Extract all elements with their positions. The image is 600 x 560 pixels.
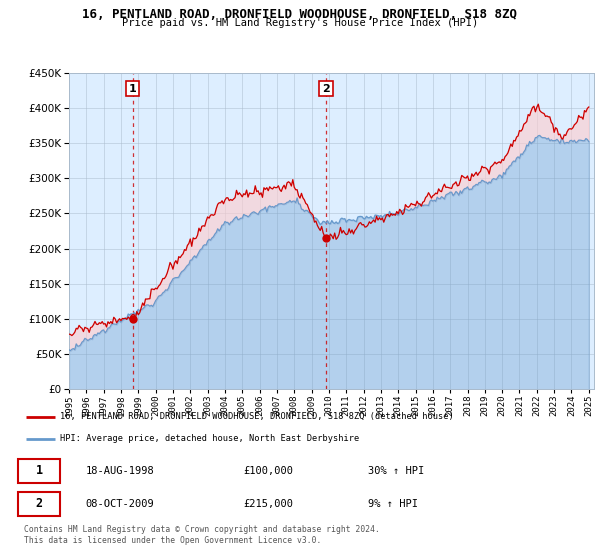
- Text: 16, PENTLAND ROAD, DRONFIELD WOODHOUSE, DRONFIELD, S18 8ZQ (detached house): 16, PENTLAND ROAD, DRONFIELD WOODHOUSE, …: [60, 412, 454, 421]
- Text: 2: 2: [322, 83, 330, 94]
- Text: Price paid vs. HM Land Registry's House Price Index (HPI): Price paid vs. HM Land Registry's House …: [122, 18, 478, 29]
- Text: 9% ↑ HPI: 9% ↑ HPI: [368, 499, 418, 509]
- Text: 1: 1: [128, 83, 136, 94]
- FancyBboxPatch shape: [18, 492, 60, 516]
- Text: £100,000: £100,000: [244, 466, 293, 476]
- Text: 18-AUG-1998: 18-AUG-1998: [86, 466, 154, 476]
- FancyBboxPatch shape: [18, 459, 60, 483]
- Text: Contains HM Land Registry data © Crown copyright and database right 2024.
This d: Contains HM Land Registry data © Crown c…: [24, 525, 380, 545]
- Text: 1: 1: [35, 464, 43, 478]
- Text: 2: 2: [35, 497, 43, 510]
- Text: HPI: Average price, detached house, North East Derbyshire: HPI: Average price, detached house, Nort…: [60, 435, 359, 444]
- Text: 30% ↑ HPI: 30% ↑ HPI: [368, 466, 424, 476]
- Text: £215,000: £215,000: [244, 499, 293, 509]
- Text: 08-OCT-2009: 08-OCT-2009: [86, 499, 154, 509]
- Text: 16, PENTLAND ROAD, DRONFIELD WOODHOUSE, DRONFIELD, S18 8ZQ: 16, PENTLAND ROAD, DRONFIELD WOODHOUSE, …: [83, 8, 517, 21]
